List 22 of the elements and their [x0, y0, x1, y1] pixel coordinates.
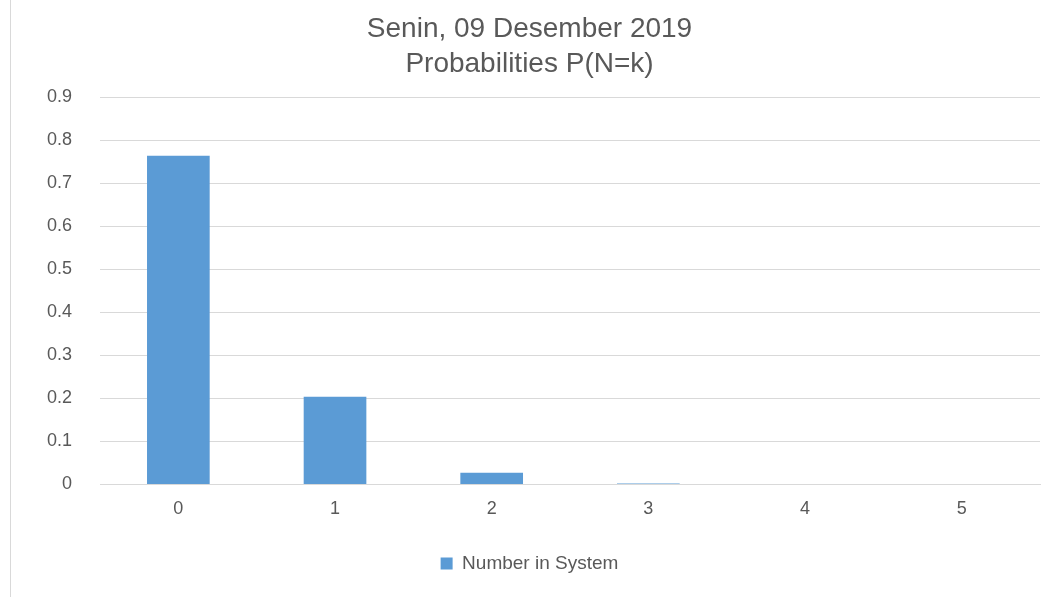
y-tick-label: 0.1	[46, 430, 73, 451]
y-tick-label: 0.9	[46, 86, 73, 107]
x-tick-label: 4	[800, 498, 811, 519]
y-tick-label: 0.8	[46, 129, 73, 150]
y-tick-label: 0	[62, 473, 73, 494]
y-tick-label: 0.3	[46, 344, 73, 365]
x-tick-label: 5	[956, 498, 967, 519]
chart-subtitle: Probabilities P(N=k)	[405, 47, 654, 79]
y-tick-label: 0.7	[46, 172, 73, 193]
y-tick-label: 0.2	[46, 387, 73, 408]
bar	[460, 472, 524, 484]
x-tick-label: 2	[486, 498, 497, 519]
bar	[303, 396, 367, 484]
y-tick-label: 0.5	[46, 258, 73, 279]
y-tick-label: 0.6	[46, 215, 73, 236]
x-tick-label: 3	[643, 498, 654, 519]
bar	[147, 155, 210, 484]
chart-title: Senin, 09 Desember 2019	[366, 11, 693, 43]
x-tick-label: 0	[173, 498, 184, 519]
legend-label: Number in System	[462, 551, 619, 573]
y-tick-label: 0.4	[46, 301, 73, 322]
x-tick-label: 1	[330, 498, 341, 519]
